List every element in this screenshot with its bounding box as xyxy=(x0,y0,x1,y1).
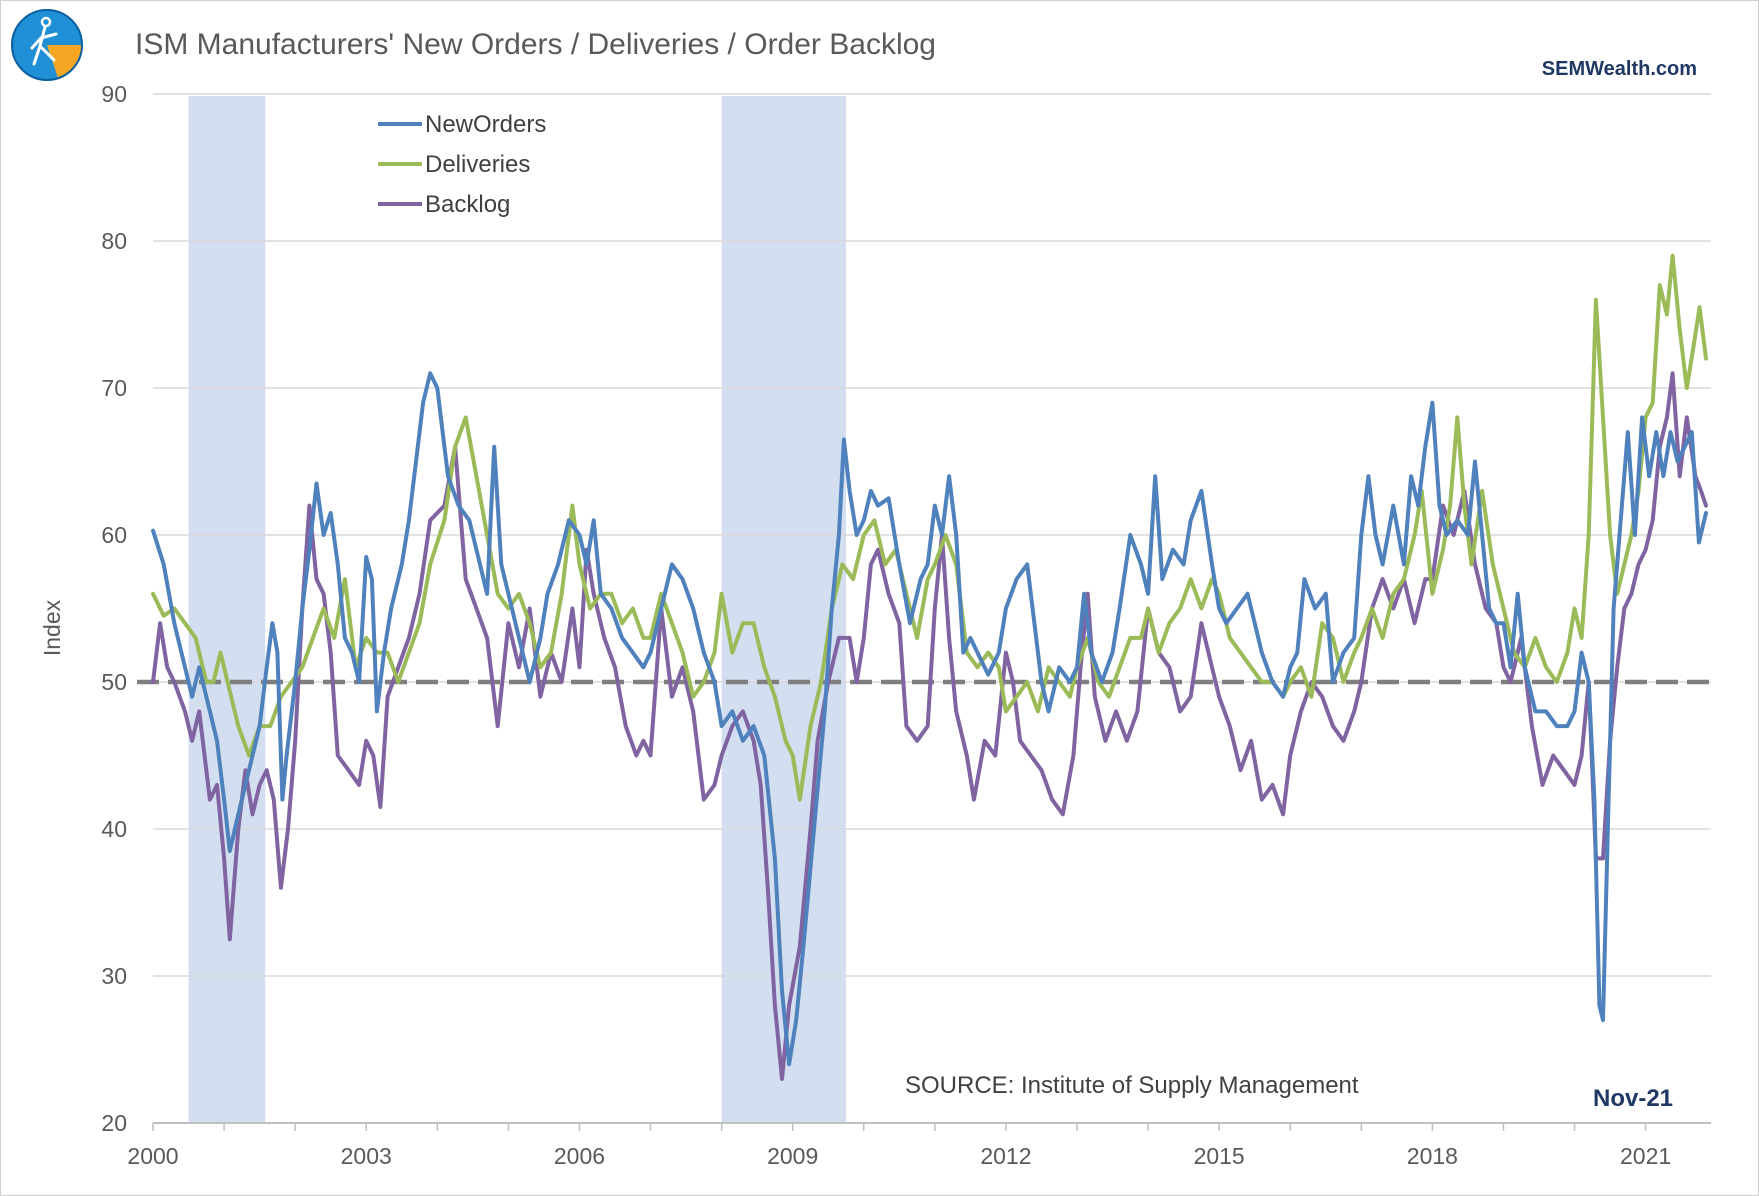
recession-band-2 xyxy=(721,96,846,1123)
y-tick-label-80: 80 xyxy=(101,228,127,254)
series-line-neworders xyxy=(151,371,1708,1067)
x-tick-label-2003: 2003 xyxy=(341,1143,392,1169)
y-axis-label: Index xyxy=(39,599,65,656)
legend-label-backlog: Backlog xyxy=(425,191,510,218)
x-tick-label-2012: 2012 xyxy=(980,1143,1031,1169)
legend-label-deliveries: Deliveries xyxy=(425,151,530,178)
y-tick-label-40: 40 xyxy=(101,816,127,842)
series-line-deliveries xyxy=(151,253,1708,802)
recession-band-1 xyxy=(188,96,266,1123)
logo-icon xyxy=(11,9,83,81)
series-line-backlog xyxy=(151,371,1708,1081)
y-tick-label-30: 30 xyxy=(101,963,127,989)
x-tick-label-2006: 2006 xyxy=(554,1143,605,1169)
x-tick-label-2009: 2009 xyxy=(767,1143,818,1169)
y-tick-label-60: 60 xyxy=(101,522,127,548)
x-tick-label-2018: 2018 xyxy=(1407,1143,1458,1169)
x-tick-label-2000: 2000 xyxy=(127,1143,178,1169)
chart-title: ISM Manufacturers' New Orders / Deliveri… xyxy=(135,28,936,61)
axes: 20 30 40 50 60 70 80 90 2000 2003 2006 2009 2012 2015… xyxy=(101,81,1711,1169)
date-label: Nov-21 xyxy=(1593,1085,1673,1112)
legend-label-neworders: NewOrders xyxy=(425,111,546,138)
x-tick-label-2021: 2021 xyxy=(1620,1143,1671,1169)
brand-label: SEMWealth.com xyxy=(1541,58,1697,80)
legend: NewOrders Deliveries Backlog xyxy=(378,111,546,218)
y-tick-label-20: 20 xyxy=(101,1110,127,1136)
recession-bands xyxy=(188,96,846,1123)
series-lines xyxy=(151,253,1708,1081)
x-tick-label-2015: 2015 xyxy=(1194,1143,1245,1169)
y-tick-label-50: 50 xyxy=(101,669,127,695)
source-note: SOURCE: Institute of Supply Management xyxy=(905,1072,1359,1099)
y-tick-label-70: 70 xyxy=(101,375,127,401)
gridlines xyxy=(153,93,1711,977)
y-tick-label-90: 90 xyxy=(101,81,127,107)
